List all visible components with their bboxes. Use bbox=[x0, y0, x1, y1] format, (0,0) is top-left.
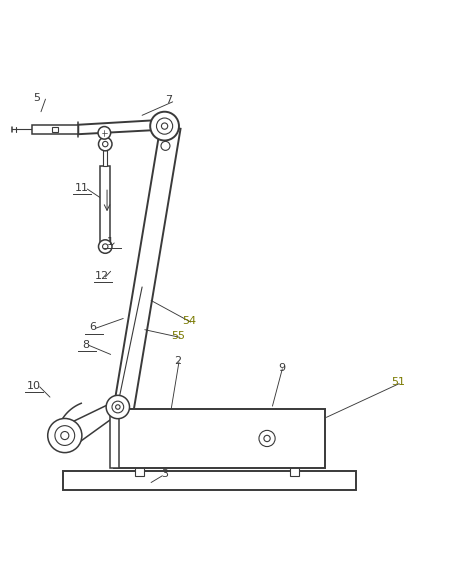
Text: 7: 7 bbox=[166, 96, 172, 106]
Circle shape bbox=[102, 244, 108, 250]
Text: 12: 12 bbox=[95, 271, 109, 281]
Text: 3: 3 bbox=[161, 469, 168, 479]
Circle shape bbox=[112, 401, 124, 413]
Text: 6: 6 bbox=[89, 322, 96, 332]
Text: 11: 11 bbox=[75, 183, 88, 193]
Polygon shape bbox=[78, 120, 162, 134]
Bar bbox=[290, 467, 299, 476]
Polygon shape bbox=[114, 125, 181, 410]
Bar bbox=[52, 127, 58, 132]
Circle shape bbox=[150, 112, 179, 141]
Text: 8: 8 bbox=[82, 339, 90, 350]
Text: 2: 2 bbox=[175, 356, 182, 366]
Circle shape bbox=[99, 138, 112, 151]
Circle shape bbox=[99, 240, 112, 253]
Circle shape bbox=[48, 419, 82, 452]
Text: 51: 51 bbox=[391, 377, 405, 387]
Text: 5: 5 bbox=[33, 93, 40, 103]
Circle shape bbox=[106, 395, 130, 419]
Text: 55: 55 bbox=[171, 332, 185, 342]
Text: 54: 54 bbox=[182, 316, 197, 326]
Circle shape bbox=[162, 123, 168, 129]
Circle shape bbox=[161, 142, 170, 150]
Bar bbox=[114, 409, 325, 468]
Circle shape bbox=[259, 430, 275, 447]
Circle shape bbox=[55, 426, 75, 445]
Text: 1: 1 bbox=[107, 237, 114, 247]
Text: 10: 10 bbox=[26, 381, 40, 391]
Circle shape bbox=[157, 118, 172, 134]
Circle shape bbox=[264, 436, 270, 441]
Bar bbox=[136, 467, 144, 476]
Circle shape bbox=[102, 142, 108, 147]
Text: 9: 9 bbox=[278, 363, 285, 373]
Bar bbox=[100, 166, 110, 245]
Bar bbox=[110, 407, 119, 468]
Bar bbox=[63, 471, 356, 490]
Circle shape bbox=[61, 431, 69, 440]
Bar bbox=[32, 125, 78, 134]
Bar bbox=[103, 144, 107, 166]
Circle shape bbox=[98, 127, 111, 139]
Circle shape bbox=[116, 405, 120, 409]
